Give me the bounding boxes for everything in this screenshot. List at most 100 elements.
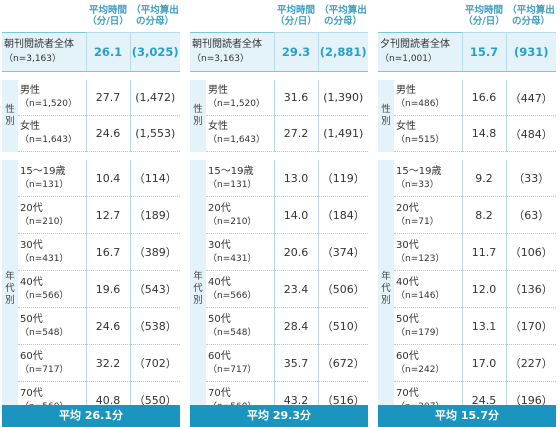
sex-label: 女性 （n=1,643）	[206, 115, 274, 152]
age-label: 30代 （n=431）	[18, 233, 86, 271]
age-row: 40代 （n=146） 12.0 （136）	[378, 270, 556, 308]
footer-average: 平均 26.1分	[2, 405, 180, 427]
sex-avg: 31.6	[273, 80, 318, 116]
age-label: 60代 （n=242）	[394, 344, 462, 382]
sex-denom: (1,472)	[129, 80, 180, 116]
age-row: 30代 （n=123） 11.7 （106）	[378, 233, 556, 271]
age-row: 年 代 別 15～19歳 （n=131） 10.4 （114）	[2, 160, 180, 419]
age-label: 40代 （n=566）	[18, 270, 86, 308]
age-label-text: 60代	[396, 350, 419, 362]
total-n: （n=3,163）	[192, 54, 250, 64]
header-avg-time: 平均時間 （分/日）	[462, 0, 506, 33]
total-avg: 26.1	[85, 32, 130, 72]
age-label-text: 15～19歳	[208, 165, 254, 177]
sex-group-label: 性 別	[378, 80, 394, 152]
total-label: 朝刊閲読者全体 （n=3,163）	[2, 32, 86, 72]
age-denom: （227）	[505, 344, 556, 382]
age-row: 30代 （n=431） 20.6 （374）	[190, 233, 368, 271]
age-denom: （189）	[129, 196, 180, 234]
age-n: （n=431）	[208, 253, 257, 264]
sex-label: 女性 （n=515）	[394, 115, 462, 152]
age-avg: 23.4	[273, 270, 318, 308]
age-row: 50代 （n=548） 24.6 （538）	[2, 307, 180, 345]
spacer-row	[378, 72, 556, 81]
age-row: 40代 （n=566） 19.6 （543）	[2, 270, 180, 308]
panel-1: 平均時間 （分/日） （平均算出 の分母） 朝刊閲読者全体 （n=3,163） …	[190, 0, 368, 427]
age-n: （n=566）	[20, 290, 69, 301]
age-label-text: 50代	[396, 313, 419, 325]
age-row: 60代 （n=717） 35.7 （672）	[190, 344, 368, 382]
age-denom: （506）	[317, 270, 368, 308]
sex-label: 男性 （n=486）	[394, 80, 462, 116]
total-label-text: 朝刊閲読者全体	[192, 39, 262, 50]
age-avg: 28.4	[273, 307, 318, 345]
sex-avg: 16.6	[461, 80, 506, 116]
age-avg: 35.7	[273, 344, 318, 382]
sex-avg: 24.6	[85, 115, 130, 152]
age-n: （n=146）	[396, 290, 445, 301]
age-n: （n=179）	[396, 327, 445, 338]
age-label: 30代 （n=123）	[394, 233, 462, 271]
age-avg: 20.6	[273, 233, 318, 271]
total-label-text: 朝刊閲読者全体	[4, 39, 74, 50]
age-denom: （136）	[505, 270, 556, 308]
age-label-text: 30代	[396, 239, 419, 251]
age-label-text: 30代	[208, 239, 231, 251]
age-label-text: 30代	[20, 239, 43, 251]
age-denom: （114）	[129, 160, 180, 197]
age-denom: （672）	[317, 344, 368, 382]
age-avg: 11.7	[461, 233, 506, 271]
panel-0: 平均時間 （分/日） （平均算出 の分母） 朝刊閲読者全体 （n=3,163） …	[2, 0, 180, 427]
age-avg: 17.0	[461, 344, 506, 382]
total-row: 夕刊閲読者全体 （n=1,001） 15.7 (931)	[378, 32, 556, 72]
sex-n: （n=1,643）	[20, 135, 78, 145]
total-avg: 15.7	[461, 32, 506, 72]
sex-n: （n=1,643）	[208, 135, 266, 145]
age-label-text: 40代	[396, 276, 419, 288]
age-row: 年 代 別 15～19歳 （n=33） 9.2 （33）	[378, 160, 556, 419]
age-n: （n=548）	[208, 327, 257, 338]
age-label-text: 20代	[20, 202, 43, 214]
age-n: （n=717）	[208, 364, 257, 375]
age-n: （n=242）	[396, 364, 445, 375]
sex-denom: (1,390)	[317, 80, 368, 116]
sex-avg: 27.2	[273, 115, 318, 152]
header-row: 平均時間 （分/日） （平均算出 の分母）	[190, 0, 368, 33]
age-label: 20代 （n=71）	[394, 196, 462, 234]
total-avg: 29.3	[273, 32, 318, 72]
age-n: （n=131）	[208, 179, 257, 190]
sex-n: （n=1,520）	[20, 99, 78, 109]
age-row: 60代 （n=717） 32.2 （702）	[2, 344, 180, 382]
age-label: 50代 （n=548）	[206, 307, 274, 345]
total-n: （n=3,163）	[4, 54, 62, 64]
sex-row: 女性 （n=1,643） 24.6 (1,553)	[2, 115, 180, 152]
sex-denom: （484）	[505, 115, 556, 152]
sex-label: 女性 （n=1,643）	[18, 115, 86, 152]
total-label-text: 夕刊閲読者全体	[380, 39, 450, 50]
sex-label: 男性 （n=1,520）	[18, 80, 86, 116]
sex-group-label: 性 別	[2, 80, 18, 152]
age-label-text: 20代	[208, 202, 231, 214]
age-row: 20代 （n=210） 12.7 （189）	[2, 196, 180, 234]
age-label: 50代 （n=179）	[394, 307, 462, 345]
sex-n: （n=486）	[396, 99, 445, 109]
age-n: （n=717）	[20, 364, 69, 375]
panel-2: 平均時間 （分/日） （平均算出 の分母） 夕刊閲読者全体 （n=1,001） …	[378, 0, 556, 427]
footer-average: 平均 29.3分	[190, 405, 368, 427]
age-avg: 19.6	[85, 270, 130, 308]
sex-n: （n=515）	[396, 135, 445, 145]
age-row: 20代 （n=210） 14.0 （184）	[190, 196, 368, 234]
total-label: 夕刊閲読者全体 （n=1,001）	[378, 32, 462, 72]
sex-row: 性 別男性 （n=1,520） 27.7 (1,472)	[2, 80, 180, 152]
age-n: （n=123）	[396, 253, 445, 264]
age-label-text: 70代	[20, 387, 43, 399]
age-label: 20代 （n=210）	[18, 196, 86, 234]
age-row: 50代 （n=548） 28.4 （510）	[190, 307, 368, 345]
spacer-row	[378, 152, 556, 161]
age-row: 50代 （n=179） 13.1 （170）	[378, 307, 556, 345]
age-label-text: 40代	[208, 276, 231, 288]
total-denom: (931)	[505, 32, 556, 72]
age-n: （n=71）	[396, 216, 439, 227]
sex-row: 女性 （n=515） 14.8 （484）	[378, 115, 556, 152]
age-row: 年 代 別 15～19歳 （n=131） 13.0 （119）	[190, 160, 368, 419]
